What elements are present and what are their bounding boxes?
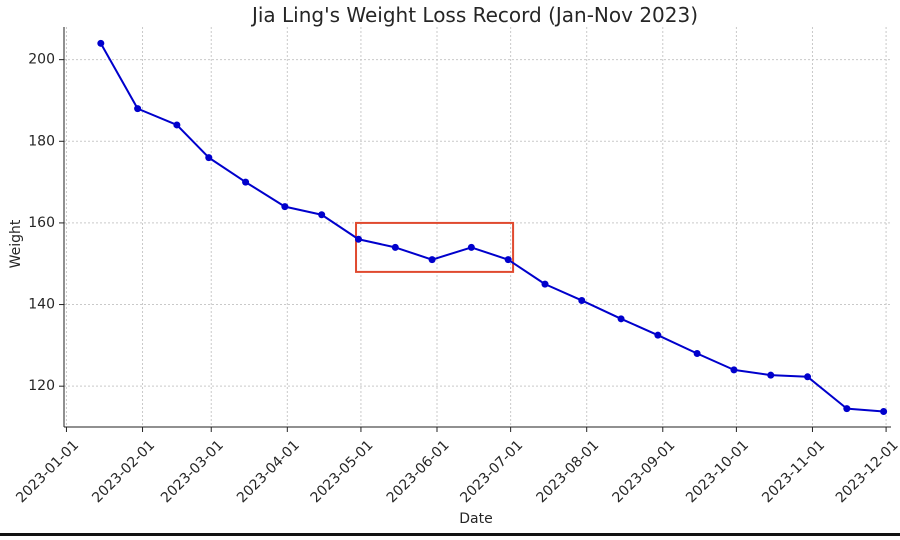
bottom-rule bbox=[0, 533, 900, 536]
data-point-15 bbox=[617, 315, 625, 323]
data-point-19 bbox=[767, 371, 775, 379]
x-tick-label-3: 2023-03-01 bbox=[158, 437, 227, 506]
data-point-22 bbox=[880, 407, 888, 415]
data-point-1 bbox=[97, 39, 105, 47]
data-point-14 bbox=[578, 296, 586, 304]
x-tick-label-6: 2023-06-01 bbox=[384, 437, 453, 506]
data-point-10 bbox=[428, 256, 436, 264]
data-point-9 bbox=[391, 243, 399, 251]
x-tick-label-9: 2023-09-01 bbox=[610, 437, 679, 506]
y-tick-label-140: 140 bbox=[28, 297, 55, 313]
data-point-13 bbox=[541, 280, 549, 288]
data-point-11 bbox=[467, 243, 475, 251]
x-axis-label: Date bbox=[459, 511, 492, 527]
tick-layer: 2023-01-01 2023-02-01 2023-03-01 2023-04-01… bbox=[13, 52, 900, 506]
y-tick-label-120: 120 bbox=[28, 378, 55, 394]
data-point-7 bbox=[318, 211, 326, 219]
x-tick-label-4: 2023-04-01 bbox=[234, 437, 303, 506]
x-tick-label-8: 2023-08-01 bbox=[533, 437, 602, 506]
x-tick-label-1: 2023-01-01 bbox=[13, 437, 82, 506]
data-point-4 bbox=[205, 154, 213, 162]
highlight-box-1 bbox=[355, 221, 515, 273]
data-point-12 bbox=[504, 256, 512, 264]
data-point-21 bbox=[843, 405, 851, 413]
data-point-17 bbox=[693, 350, 701, 358]
data-point-8 bbox=[354, 235, 362, 243]
y-axis-label: Weight bbox=[8, 219, 24, 268]
data-point-3 bbox=[173, 121, 181, 129]
x-tick-label-2: 2023-02-01 bbox=[89, 437, 158, 506]
data-point-20 bbox=[804, 373, 812, 381]
y-tick-label-180: 180 bbox=[28, 133, 55, 149]
y-tick-label-200: 200 bbox=[28, 52, 55, 68]
grid-layer bbox=[64, 27, 891, 427]
x-tick-label-7: 2023-07-01 bbox=[457, 437, 526, 506]
axes-layer bbox=[63, 27, 891, 428]
x-tick-label-5: 2023-05-01 bbox=[308, 437, 377, 506]
data-point-2 bbox=[134, 105, 142, 113]
x-tick-label-10: 2023-10-01 bbox=[683, 437, 752, 506]
point-layer bbox=[97, 39, 888, 415]
x-tick-label-12: 2023-12-01 bbox=[833, 437, 900, 506]
data-point-5 bbox=[242, 178, 250, 186]
data-point-6 bbox=[281, 203, 289, 211]
data-point-18 bbox=[730, 366, 738, 374]
x-tick-label-11: 2023-11-01 bbox=[759, 437, 828, 506]
chart-title: Jia Ling's Weight Loss Record (Jan-Nov 2… bbox=[250, 3, 698, 27]
data-point-16 bbox=[654, 331, 662, 339]
line-layer bbox=[99, 42, 885, 413]
y-tick-label-160: 160 bbox=[28, 215, 55, 231]
series-line-1 bbox=[99, 42, 885, 413]
highlight-layer bbox=[355, 221, 515, 273]
